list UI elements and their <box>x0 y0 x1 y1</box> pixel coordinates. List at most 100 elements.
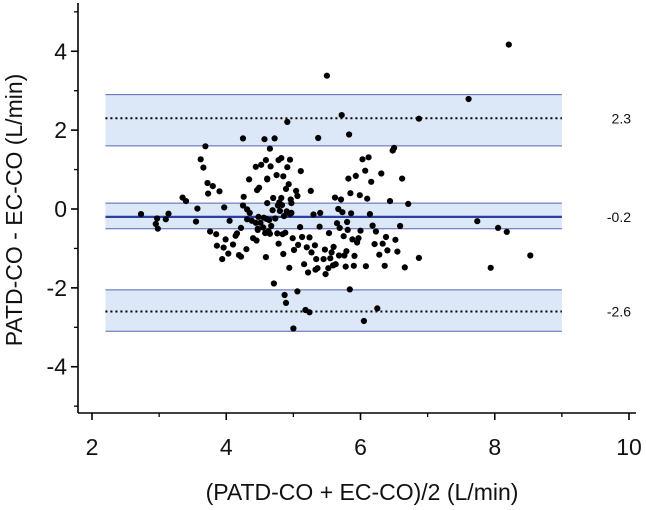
data-point <box>401 264 408 271</box>
data-point <box>362 263 369 270</box>
data-point <box>344 218 351 226</box>
data-point <box>351 252 358 259</box>
x-tick-label: 8 <box>488 434 501 460</box>
data-point <box>335 252 343 259</box>
reference-lines <box>105 117 562 313</box>
data-point <box>294 192 301 200</box>
data-point <box>371 241 378 248</box>
data-point <box>276 207 283 215</box>
data-point <box>243 246 250 253</box>
data-point <box>303 244 310 251</box>
axes <box>77 3 636 414</box>
data-point <box>221 204 228 211</box>
x-axis-title: (PATD-CO + EC-CO)/2 (L/min) <box>206 479 519 505</box>
data-point <box>204 179 211 187</box>
data-point <box>348 210 355 217</box>
data-point <box>378 170 385 177</box>
data-point <box>266 145 273 152</box>
data-point <box>323 72 330 79</box>
data-point <box>342 263 349 270</box>
data-point <box>495 224 502 231</box>
data-point <box>266 216 273 224</box>
data-point <box>327 255 334 262</box>
data-point <box>391 144 398 151</box>
data-point <box>355 235 362 242</box>
data-point <box>275 240 282 247</box>
data-point <box>322 271 329 278</box>
data-point <box>162 216 169 223</box>
data-point <box>301 261 308 268</box>
data-point <box>305 269 312 276</box>
y-tick-label: -2 <box>47 275 67 301</box>
data-point <box>205 190 212 197</box>
data-point <box>338 112 345 119</box>
data-point <box>306 309 313 316</box>
y-axis-title: PATD-CO - EC-CO (L/min) <box>1 74 27 347</box>
data-point <box>284 164 291 171</box>
data-point <box>280 213 288 220</box>
data-point <box>359 156 366 163</box>
data-point <box>266 230 273 237</box>
data-point <box>267 163 274 170</box>
data-point <box>308 249 315 256</box>
data-point <box>278 202 286 209</box>
data-point <box>317 209 324 216</box>
data-point <box>264 200 271 207</box>
data-point <box>293 187 300 194</box>
data-point <box>306 234 313 241</box>
data-point <box>505 41 512 48</box>
data-point <box>229 241 237 248</box>
data-point <box>273 172 280 179</box>
data-point <box>252 219 259 226</box>
data-point <box>297 224 304 231</box>
data-point <box>288 209 295 216</box>
data-point <box>392 236 399 243</box>
data-point <box>369 222 376 229</box>
data-point <box>290 325 297 332</box>
data-point <box>340 233 347 240</box>
data-point <box>216 188 223 195</box>
data-point <box>415 115 422 122</box>
data-point <box>356 192 363 199</box>
data-point <box>346 286 353 293</box>
data-point <box>207 228 214 235</box>
data-point <box>465 95 472 103</box>
data-point <box>379 240 386 247</box>
data-point <box>328 249 335 256</box>
data-point <box>264 175 271 182</box>
data-point <box>252 163 259 170</box>
data-point <box>325 265 332 272</box>
data-point <box>364 195 371 202</box>
data-point <box>316 223 323 230</box>
data-point <box>474 218 481 225</box>
y-tick-label: 2 <box>54 117 67 143</box>
data-point <box>368 178 375 185</box>
data-point <box>194 205 201 212</box>
data-point <box>137 211 145 218</box>
x-tick-label: 4 <box>220 434 233 460</box>
data-point <box>288 200 295 207</box>
data-point <box>233 230 241 237</box>
data-point <box>220 244 227 251</box>
data-point <box>285 181 292 188</box>
data-point <box>261 136 268 143</box>
data-point <box>339 209 346 216</box>
axis-ticks: 2 4 6 8 10 -4 -2 0 2 4 <box>47 11 642 460</box>
data-point <box>271 135 278 142</box>
data-point <box>321 246 328 253</box>
reference-line-label: -2.6 <box>607 304 631 320</box>
data-point <box>365 154 372 161</box>
data-point <box>386 198 394 205</box>
data-point <box>202 143 209 150</box>
reference-line-label: 2.3 <box>612 110 632 126</box>
data-point <box>165 210 172 217</box>
data-point <box>352 172 359 179</box>
data-point <box>222 236 229 243</box>
data-point <box>320 256 327 263</box>
data-point <box>280 173 287 180</box>
data-point <box>314 265 321 272</box>
reference-line-labels: 2.3 -0.2 -2.6 <box>607 110 631 319</box>
confidence-band <box>105 289 562 332</box>
data-point <box>270 194 277 202</box>
data-point <box>384 247 391 254</box>
